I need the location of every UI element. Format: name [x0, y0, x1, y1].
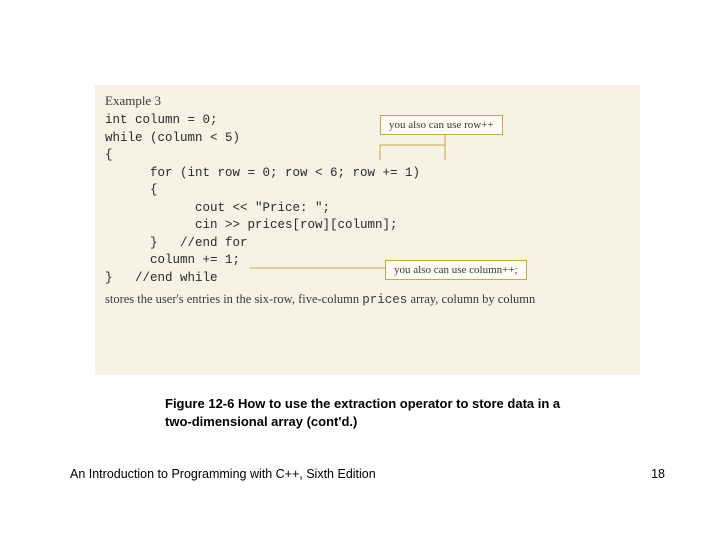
figure-caption: Figure 12-6 How to use the extraction op… [165, 395, 565, 430]
desc-pre: stores the user's entries in the six-row… [105, 292, 362, 306]
code-line-2: { [105, 147, 630, 165]
code-line-7: } //end for [105, 235, 630, 253]
callout-column-increment: you also can use column++; [385, 260, 527, 280]
page-number: 18 [651, 467, 665, 481]
desc-mono: prices [362, 293, 407, 307]
code-line-5: cout << "Price: "; [105, 200, 630, 218]
book-title: An Introduction to Programming with C++,… [70, 467, 376, 481]
code-line-4: { [105, 182, 630, 200]
example-title: Example 3 [105, 93, 630, 109]
code-line-0: int column = 0; [105, 112, 630, 130]
code-example-panel: Example 3 int column = 0; while (column … [95, 85, 640, 375]
code-line-3: for (int row = 0; row < 6; row += 1) [105, 165, 630, 183]
code-line-6: cin >> prices[row][column]; [105, 217, 630, 235]
code-line-9: } //end while [105, 270, 630, 288]
example-description: stores the user's entries in the six-row… [105, 291, 630, 310]
code-line-1: while (column < 5) [105, 130, 630, 148]
code-line-8: column += 1; [105, 252, 630, 270]
callout-row-increment: you also can use row++ [380, 115, 503, 135]
desc-post: array, column by column [407, 292, 535, 306]
